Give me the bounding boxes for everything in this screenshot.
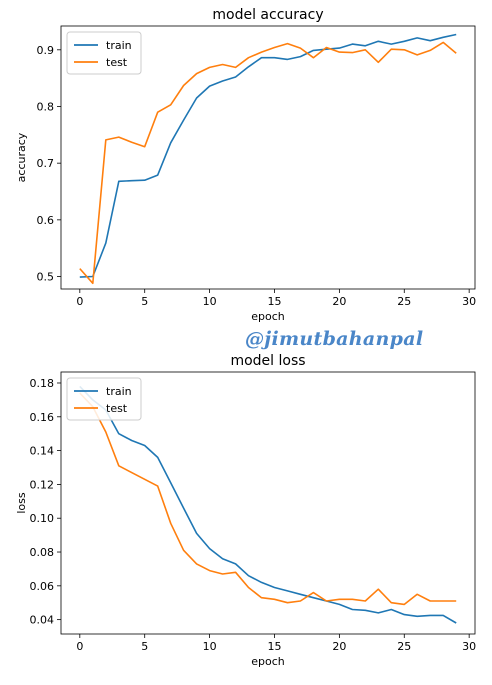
chart1-x-tick-label: 15: [267, 295, 281, 308]
chart2-legend-box: [66, 377, 142, 421]
chart2-y-tick-label: 0.14: [30, 445, 55, 458]
chart1-y-tick-label: 0.9: [37, 44, 55, 57]
chart2-y-tick-label: 0.18: [30, 377, 55, 390]
chart2-y-tick-label: 0.08: [30, 546, 55, 559]
chart2-x-tick-label: 10: [203, 640, 217, 653]
chart2-x-tick-label: 20: [332, 640, 346, 653]
chart1-y-tick-label: 0.6: [37, 214, 55, 227]
chart1-axes-frame: [60, 25, 476, 290]
chart1-x-tick-label: 30: [462, 295, 476, 308]
chart2-x-axis-label: epoch: [251, 655, 285, 668]
chart1-x-tick-label: 25: [397, 295, 411, 308]
watermark: @jimutbahanpal: [245, 328, 424, 350]
chart1-legend-box: [66, 31, 142, 75]
chart2-title: model loss: [230, 353, 305, 369]
chart1-y-tick-label: 0.5: [37, 271, 55, 284]
chart2-x-tick-label: 30: [462, 640, 476, 653]
chart2-series-train-line: [79, 385, 457, 624]
chart1-x-tick-label: 10: [203, 295, 217, 308]
chart1-series-test-line: [79, 41, 457, 285]
chart2-y-tick-label: 0.10: [30, 512, 55, 525]
chart2-axes-frame: [60, 371, 476, 635]
chart2-y-axis-label: loss: [15, 492, 28, 514]
chart1-y-tick-label: 0.8: [37, 100, 55, 113]
chart1-y-axis-label: accuracy: [15, 132, 28, 182]
chart2-legend-label-test: test: [106, 402, 128, 415]
chart2-y-tick-label: 0.04: [30, 614, 55, 627]
chart2-x-tick-label: 5: [141, 640, 148, 653]
chart1-title: model accuracy: [212, 7, 323, 23]
chart2-y-tick-label: 0.12: [30, 478, 55, 491]
chart1-x-tick-label: 5: [141, 295, 148, 308]
chart1-series-train-line: [79, 33, 457, 278]
chart1-legend-label-test: test: [106, 56, 128, 69]
chart1-legend-label-train: train: [106, 39, 132, 52]
chart1-x-tick-label: 20: [332, 295, 346, 308]
chart2-x-tick-label: 15: [267, 640, 281, 653]
chart1-x-axis-label: epoch: [251, 310, 285, 323]
chart2-x-tick-label: 25: [397, 640, 411, 653]
chart2-series-test-line: [79, 392, 457, 606]
chart1-x-tick-label: 0: [76, 295, 83, 308]
chart2-y-tick-label: 0.06: [30, 580, 55, 593]
chart2-x-tick-label: 0: [76, 640, 83, 653]
chart2-legend-label-train: train: [106, 385, 132, 398]
chart2-y-tick-label: 0.16: [30, 411, 55, 424]
chart1-y-tick-label: 0.7: [37, 157, 55, 170]
